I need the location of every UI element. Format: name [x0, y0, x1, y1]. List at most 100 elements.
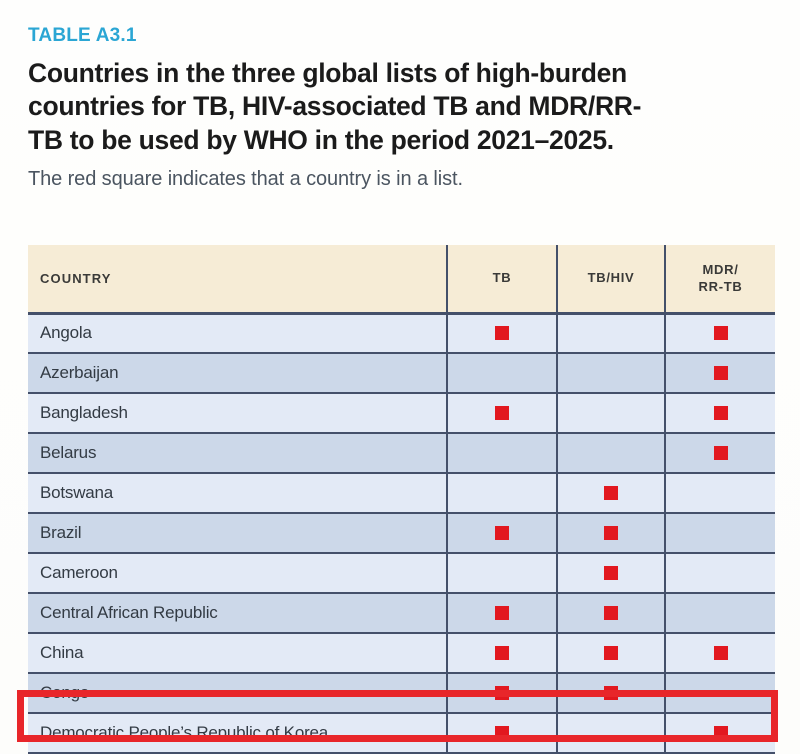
- table-header-row: COUNTRY TB TB/HIV MDR/ RR-TB: [28, 245, 775, 313]
- column-header-tbhiv: TB/HIV: [556, 245, 665, 313]
- red-square-marker-icon: [713, 405, 728, 420]
- empty-marker: [604, 406, 618, 420]
- tbhiv-marker-cell: [556, 553, 665, 594]
- tb-marker-cell: [446, 353, 557, 394]
- country-name-cell: Azerbaijan: [28, 353, 447, 394]
- column-header-mdr-rr-tb: MDR/ RR-TB: [664, 245, 775, 313]
- table-row: Democratic People’s Republic of Korea: [28, 713, 775, 754]
- tb-marker-cell: [446, 473, 557, 514]
- mdr-marker-cell: [664, 473, 775, 514]
- table-row: Brazil: [28, 513, 775, 554]
- empty-marker: [604, 326, 618, 340]
- column-header-country: COUNTRY: [28, 245, 447, 313]
- tb-marker-cell: [446, 313, 557, 354]
- table-row: Bangladesh: [28, 393, 775, 434]
- mdr-marker-cell: [664, 673, 775, 714]
- empty-marker: [495, 366, 509, 380]
- table-row: Belarus: [28, 433, 775, 474]
- empty-marker: [714, 566, 728, 580]
- table-header: COUNTRY TB TB/HIV MDR/ RR-TB: [28, 245, 775, 313]
- country-name-cell: China: [28, 633, 447, 674]
- tb-marker-cell: [446, 633, 557, 674]
- empty-marker: [714, 526, 728, 540]
- tb-marker-cell: [446, 433, 557, 474]
- burden-table-container: COUNTRY TB TB/HIV MDR/ RR-TB Angola Azerb…: [28, 245, 775, 754]
- red-square-marker-icon: [604, 565, 618, 580]
- tbhiv-marker-cell: [556, 513, 665, 554]
- table-row: Central African Republic: [28, 593, 775, 634]
- mdr-marker-cell: [664, 313, 775, 354]
- empty-marker: [714, 486, 728, 500]
- tbhiv-marker-cell: [556, 673, 665, 714]
- tbhiv-marker-cell: [556, 713, 665, 754]
- mdr-marker-cell: [664, 433, 775, 474]
- table-row: Angola: [28, 313, 775, 354]
- column-header-tb: TB: [446, 245, 557, 313]
- mdr-marker-cell: [664, 593, 775, 634]
- red-square-marker-icon: [713, 445, 728, 460]
- tbhiv-marker-cell: [556, 313, 665, 354]
- country-name-cell: Central African Republic: [28, 593, 447, 634]
- table-caption: The red square indicates that a country …: [28, 168, 463, 191]
- tb-marker-cell: [446, 593, 557, 634]
- table-row: China: [28, 633, 775, 674]
- mdr-marker-cell: [664, 553, 775, 594]
- red-square-marker-icon: [495, 326, 509, 341]
- red-square-marker-icon: [604, 525, 618, 540]
- country-name-cell: Brazil: [28, 513, 447, 554]
- tb-marker-cell: [446, 673, 557, 714]
- red-square-marker-icon: [604, 485, 618, 500]
- red-square-marker-icon: [713, 725, 728, 740]
- heading-block: TABLE A3.1 Countries in the three global…: [0, 0, 800, 192]
- mdr-marker-cell: [664, 633, 775, 674]
- tbhiv-marker-cell: [556, 393, 665, 434]
- country-name-cell: Angola: [28, 313, 447, 354]
- empty-marker: [604, 366, 618, 380]
- title-line-1: Countries in the three global lists of h…: [28, 57, 627, 88]
- tbhiv-marker-cell: [556, 633, 665, 674]
- tbhiv-marker-cell: [556, 473, 665, 514]
- red-square-marker-icon: [713, 365, 728, 380]
- empty-marker: [495, 566, 509, 580]
- red-square-marker-icon: [713, 326, 728, 341]
- tbhiv-marker-cell: [556, 593, 665, 634]
- table-body: Angola Azerbaijan Bangladesh Belarus Botswan…: [28, 313, 775, 754]
- page-title: Countries in the three global lists of h…: [28, 57, 772, 157]
- mdr-marker-cell: [664, 353, 775, 394]
- red-square-marker-icon: [495, 605, 509, 620]
- red-square-marker-icon: [495, 645, 509, 660]
- table-row: Azerbaijan: [28, 353, 775, 394]
- empty-marker: [604, 726, 618, 740]
- tbhiv-marker-cell: [556, 433, 665, 474]
- country-name-cell: Botswana: [28, 473, 447, 514]
- empty-marker: [604, 446, 618, 460]
- tb-marker-cell: [446, 513, 557, 554]
- tb-marker-cell: [446, 553, 557, 594]
- high-burden-countries-table: COUNTRY TB TB/HIV MDR/ RR-TB Angola Azerb…: [28, 245, 775, 754]
- red-square-marker-icon: [604, 605, 618, 620]
- country-name-cell: Bangladesh: [28, 393, 447, 434]
- empty-marker: [714, 606, 728, 620]
- country-name-cell: Belarus: [28, 433, 447, 474]
- table-row: Cameroon: [28, 553, 775, 594]
- red-square-marker-icon: [713, 645, 728, 660]
- table-row: Botswana: [28, 473, 775, 514]
- red-square-marker-icon: [604, 645, 618, 660]
- empty-marker: [714, 686, 728, 700]
- column-header-mdr-line1: MDR/: [702, 261, 739, 277]
- mdr-marker-cell: [664, 513, 775, 554]
- mdr-marker-cell: [664, 713, 775, 754]
- title-line-3: TB to be used by WHO in the period 2021–…: [28, 124, 614, 155]
- table-row: Congo: [28, 673, 775, 714]
- country-name-cell: Congo: [28, 673, 447, 714]
- country-name-cell: Democratic People’s Republic of Korea: [28, 713, 447, 754]
- red-square-marker-icon: [495, 725, 509, 740]
- country-name-cell: Cameroon: [28, 553, 447, 594]
- red-square-marker-icon: [495, 685, 509, 700]
- tbhiv-marker-cell: [556, 353, 665, 394]
- column-header-mdr-line2: RR-TB: [698, 279, 743, 295]
- empty-marker: [495, 486, 509, 500]
- title-line-2: countries for TB, HIV-associated TB and …: [28, 91, 642, 122]
- tb-marker-cell: [446, 713, 557, 754]
